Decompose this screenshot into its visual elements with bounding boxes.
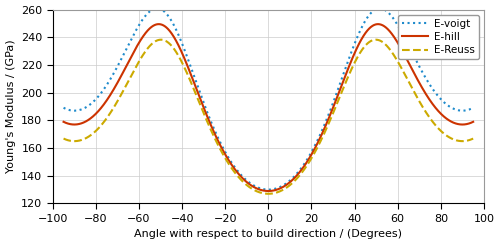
E-voigt bbox=[132, 31, 138, 34]
E-Reuss bbox=[60, 137, 66, 140]
E-hill bbox=[462, 123, 468, 126]
E-voigt bbox=[236, 171, 242, 173]
E-Reuss bbox=[418, 103, 424, 106]
E-hill bbox=[418, 85, 424, 88]
E-voigt bbox=[470, 106, 476, 109]
E-Reuss bbox=[158, 38, 164, 41]
E-voigt bbox=[462, 109, 468, 112]
Y-axis label: Young's Modulus / (GPa): Young's Modulus / (GPa) bbox=[6, 40, 16, 173]
E-voigt bbox=[266, 188, 272, 191]
Line: E-Reuss: E-Reuss bbox=[64, 40, 473, 194]
Line: E-voigt: E-voigt bbox=[64, 8, 473, 190]
E-hill bbox=[266, 190, 272, 193]
E-hill bbox=[470, 120, 476, 123]
E-hill bbox=[60, 120, 66, 123]
E-hill bbox=[156, 23, 162, 26]
E-Reuss bbox=[266, 192, 272, 195]
E-voigt bbox=[218, 142, 224, 145]
E-Reuss bbox=[218, 149, 224, 152]
E-hill bbox=[108, 94, 114, 97]
E-voigt bbox=[60, 106, 66, 109]
E-voigt bbox=[418, 69, 424, 72]
E-voigt bbox=[154, 7, 160, 10]
E-voigt bbox=[108, 78, 114, 81]
Legend: E-voigt, E-hill, E-Reuss: E-voigt, E-hill, E-Reuss bbox=[398, 15, 478, 59]
X-axis label: Angle with respect to build direction / (Degrees): Angle with respect to build direction / … bbox=[134, 230, 402, 239]
E-hill bbox=[236, 172, 242, 175]
E-Reuss bbox=[108, 111, 114, 114]
E-Reuss bbox=[236, 175, 242, 178]
E-hill bbox=[132, 49, 138, 52]
E-Reuss bbox=[462, 139, 468, 142]
Line: E-hill: E-hill bbox=[64, 24, 473, 191]
E-hill bbox=[218, 145, 224, 148]
E-Reuss bbox=[470, 137, 476, 140]
E-Reuss bbox=[132, 68, 138, 71]
